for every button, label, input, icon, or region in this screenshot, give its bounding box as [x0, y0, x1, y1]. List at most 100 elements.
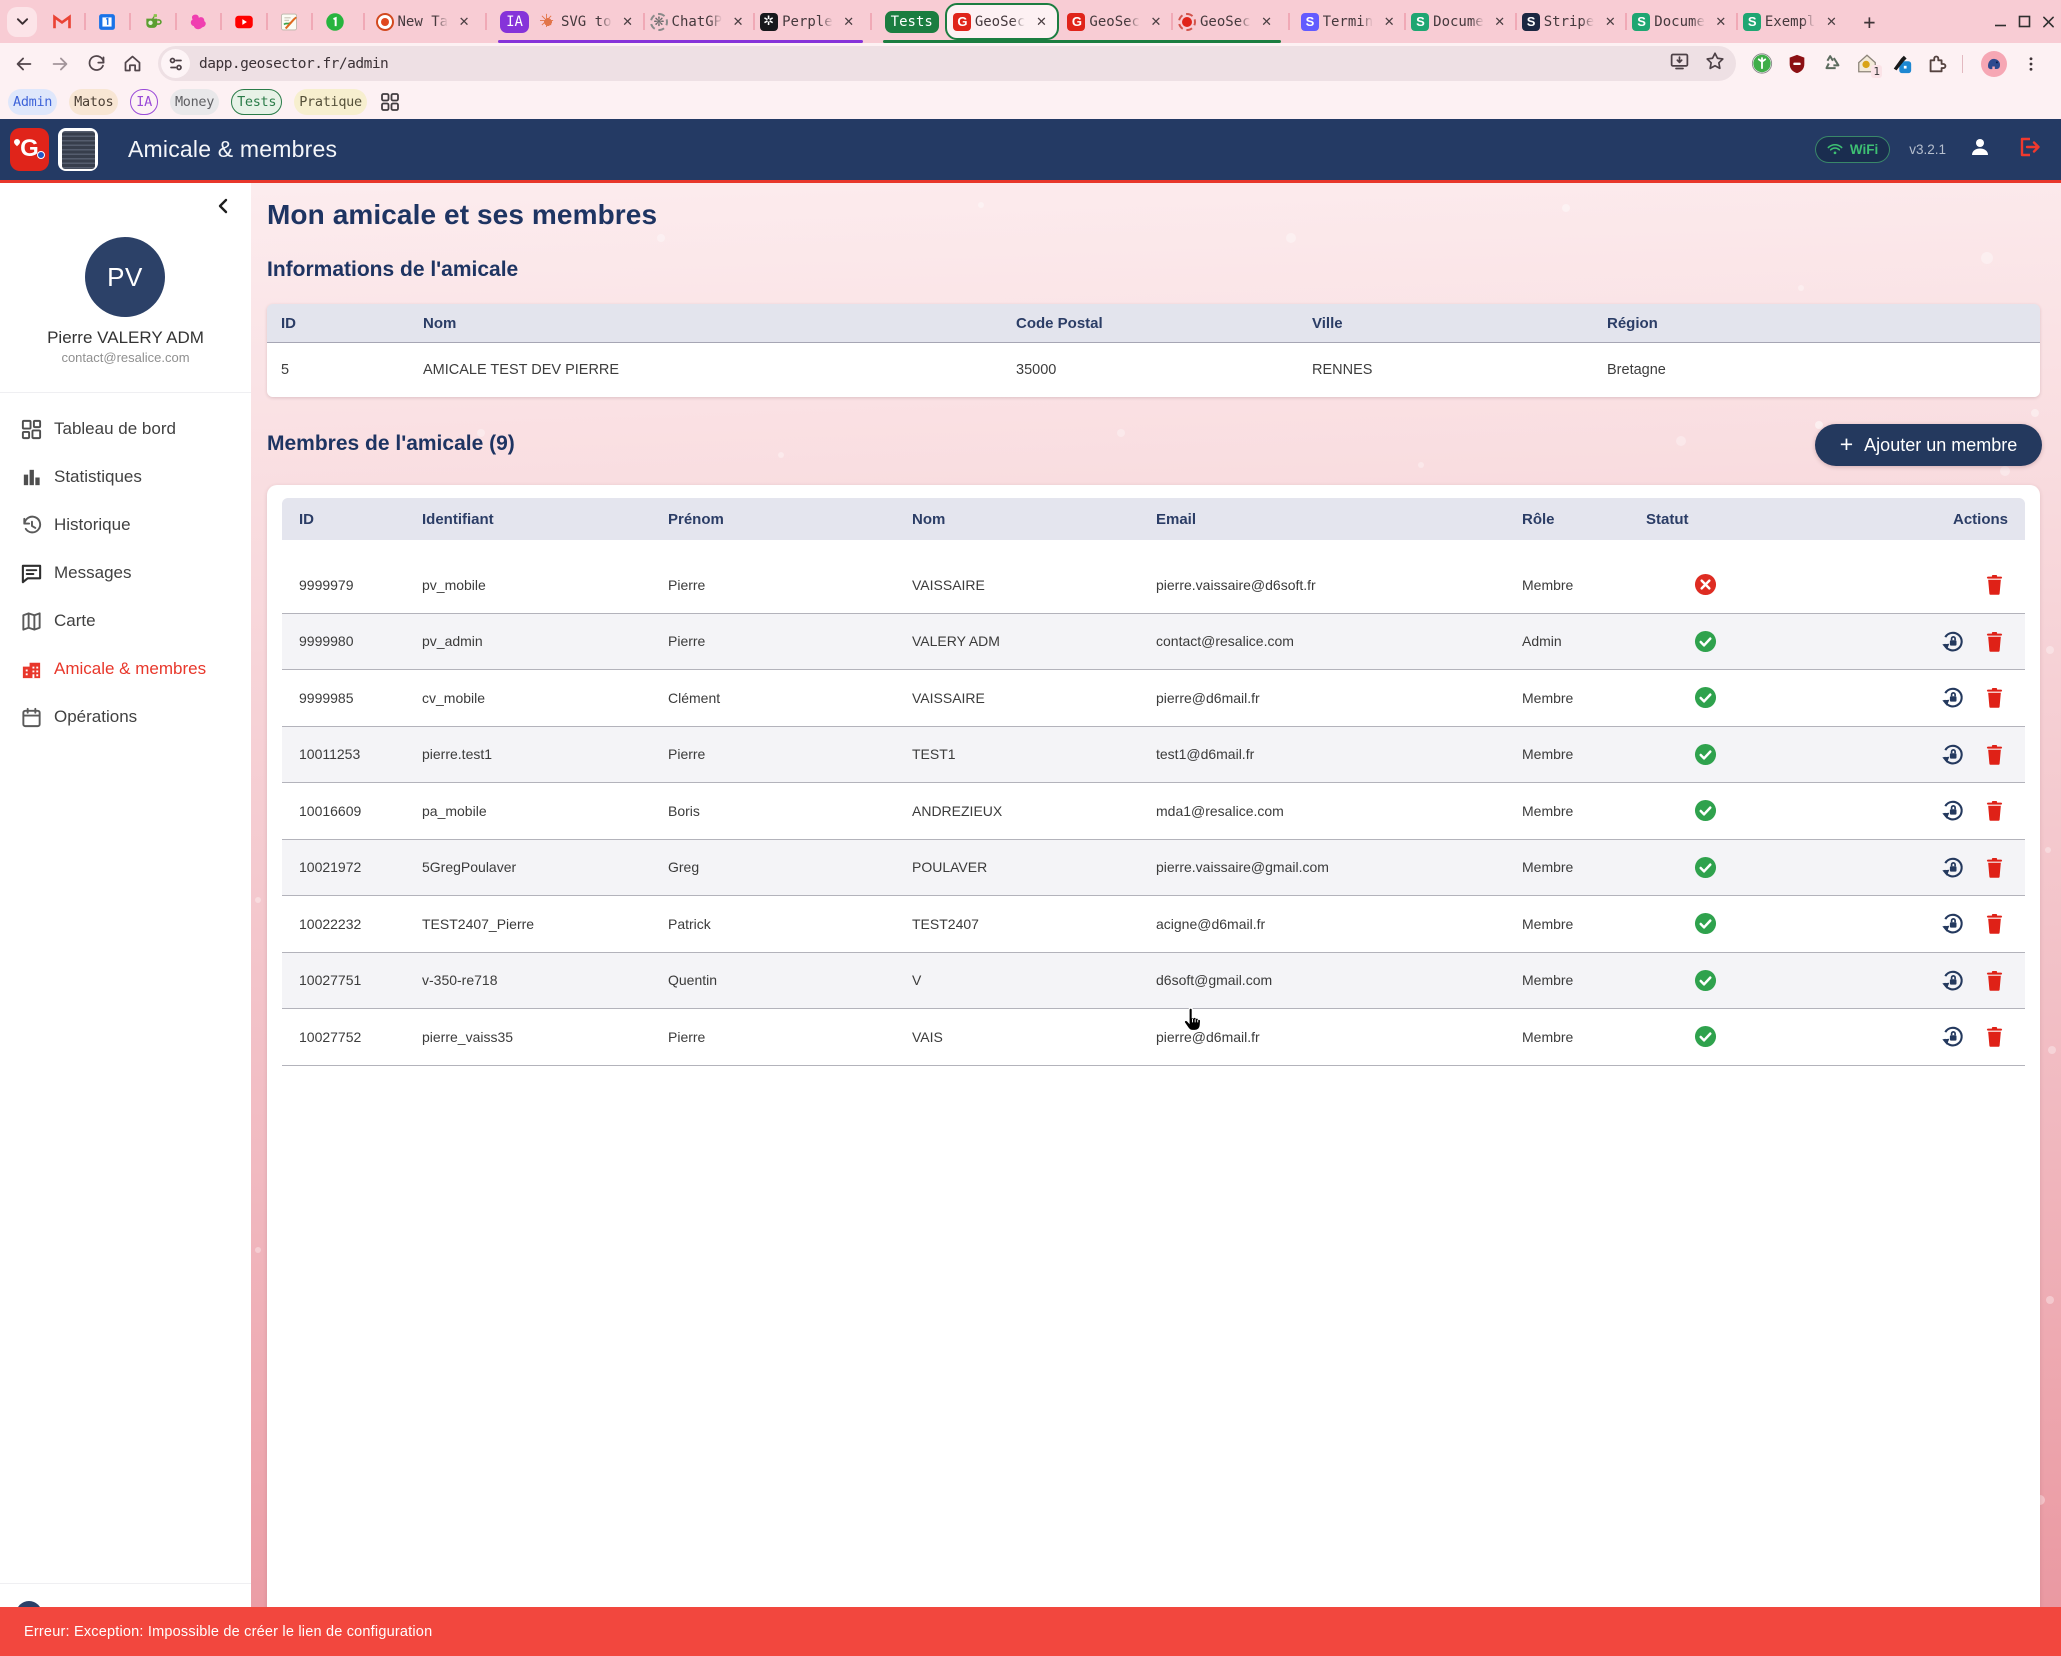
browser-tab[interactable]: GeoSec: [944, 3, 1060, 40]
delete-member-button[interactable]: [1982, 629, 2006, 653]
address-bar[interactable]: dapp.geosector.fr/admin: [158, 46, 1736, 81]
browser-tab[interactable]: SVG to: [533, 0, 644, 43]
bookmark-chip[interactable]: Tests: [231, 88, 283, 115]
install-app-icon[interactable]: [1669, 51, 1690, 77]
browser-tab[interactable]: ChatGP: [642, 0, 755, 43]
amicale-table-row[interactable]: 5 AMICALE TEST DEV PIERRE 35000 RENNES B…: [267, 343, 2040, 397]
member-row[interactable]: 10016609 pa_mobile Boris ANDREZIEUX mda1…: [282, 783, 2025, 840]
window-minimize-button[interactable]: [1994, 15, 2007, 28]
member-row[interactable]: 9999979 pv_mobile Pierre VAISSAIRE pierr…: [282, 557, 2025, 614]
extension-green-icon[interactable]: [1751, 53, 1773, 75]
reset-password-button[interactable]: [1941, 912, 1965, 936]
delete-member-button[interactable]: [1982, 968, 2006, 992]
app-thumbnail[interactable]: [58, 128, 98, 171]
delete-member-button[interactable]: [1982, 1025, 2006, 1049]
browser-tab[interactable]: Docume: [1404, 0, 1516, 43]
member-row[interactable]: 10027751 v-350-re718 Quentin V d6soft@gm…: [282, 952, 2025, 1009]
member-row[interactable]: 9999985 cv_mobile Clément VAISSAIRE pier…: [282, 670, 2025, 727]
browser-profile-avatar[interactable]: [1981, 50, 2007, 77]
reset-password-button[interactable]: [1941, 686, 1965, 710]
browser-tab[interactable]: Perple: [753, 0, 865, 43]
reload-button[interactable]: [78, 46, 114, 82]
tab-close-icon[interactable]: [1601, 13, 1619, 31]
pinned-tab[interactable]: [129, 0, 176, 43]
sidebar-item[interactable]: Carte: [0, 597, 251, 645]
member-row[interactable]: 9999980 pv_admin Pierre VALERY ADM conta…: [282, 613, 2025, 670]
tab-close-icon[interactable]: [455, 13, 473, 31]
delete-member-button[interactable]: [1982, 573, 2006, 597]
app-logo[interactable]: [10, 128, 49, 171]
new-tab-button[interactable]: +: [1863, 9, 1876, 34]
delete-member-button[interactable]: [1982, 799, 2006, 823]
browser-tab[interactable]: New Ta: [370, 0, 481, 43]
delete-member-button[interactable]: [1982, 742, 2006, 766]
tab-group-chip-ia[interactable]: IA: [500, 10, 529, 33]
tab-close-icon[interactable]: [619, 13, 637, 31]
member-row[interactable]: 10027752 pierre_vaiss35 Pierre VAIS pier…: [282, 1009, 2025, 1066]
tab-close-icon[interactable]: [1380, 13, 1398, 31]
tab-close-icon[interactable]: [1258, 13, 1276, 31]
browser-menu-button[interactable]: [2013, 46, 2049, 82]
delete-member-button[interactable]: [1982, 912, 2006, 936]
browser-tab[interactable]: Termin: [1295, 0, 1406, 43]
tab-close-icon[interactable]: [1712, 13, 1730, 31]
bookmark-chip[interactable]: Matos: [69, 88, 119, 115]
reset-password-button[interactable]: [1941, 968, 1965, 992]
home-button[interactable]: [114, 46, 150, 82]
extension-dropper-icon[interactable]: [1891, 53, 1913, 75]
sidebar-item[interactable]: Messages: [0, 549, 251, 597]
extension-shield-icon[interactable]: [1786, 53, 1808, 75]
tab-group-chip-tests[interactable]: Tests: [884, 10, 939, 33]
sidebar-item[interactable]: Historique: [0, 501, 251, 549]
tab-search-button[interactable]: [7, 6, 37, 37]
site-settings-button[interactable]: [161, 49, 190, 78]
extensions-puzzle-icon[interactable]: [1926, 53, 1948, 75]
reset-password-button[interactable]: [1941, 855, 1965, 879]
pinned-tab[interactable]: [311, 0, 358, 43]
bookmark-apps-grid-icon[interactable]: [380, 92, 399, 111]
extension-home-badge-icon[interactable]: [1856, 53, 1882, 78]
browser-tab[interactable]: GeoSec: [1170, 0, 1283, 43]
tab-close-icon[interactable]: [729, 13, 747, 31]
delete-member-button[interactable]: [1982, 686, 2006, 710]
reset-password-button[interactable]: [1941, 1025, 1965, 1049]
reset-password-button[interactable]: [1941, 742, 1965, 766]
delete-member-button[interactable]: [1982, 855, 2006, 879]
browser-tab[interactable]: GeoSec: [1061, 0, 1172, 43]
add-member-button[interactable]: Ajouter un membre: [1815, 424, 2042, 466]
sidebar-item[interactable]: Opérations: [0, 693, 251, 741]
bookmark-chip[interactable]: Admin: [8, 88, 58, 115]
browser-tab[interactable]: Docume: [1625, 0, 1737, 43]
window-close-button[interactable]: [2042, 15, 2055, 29]
back-button[interactable]: [6, 46, 42, 82]
member-row[interactable]: 10021972 5GregPoulaver Greg POULAVER pie…: [282, 839, 2025, 896]
member-row[interactable]: 10022232 TEST2407_Pierre Patrick TEST240…: [282, 896, 2025, 953]
browser-tab[interactable]: Stripe: [1514, 0, 1627, 43]
logout-button[interactable]: [2017, 135, 2041, 164]
user-account-button[interactable]: [1968, 135, 1992, 164]
sidebar-item[interactable]: Statistiques: [0, 453, 251, 501]
pinned-tab[interactable]: [265, 0, 313, 43]
reset-password-button[interactable]: [1941, 799, 1965, 823]
member-row[interactable]: 10011253 pierre.test1 Pierre TEST1 test1…: [282, 726, 2025, 783]
window-maximize-button[interactable]: [2018, 15, 2031, 28]
bookmark-chip[interactable]: IA: [130, 88, 158, 115]
bookmark-chip[interactable]: Money: [169, 88, 220, 115]
forward-button[interactable]: [42, 46, 78, 82]
tab-close-icon[interactable]: [1147, 13, 1165, 31]
sidebar-item[interactable]: Amicale & membres: [0, 645, 251, 693]
extension-recycle-icon[interactable]: [1821, 53, 1843, 75]
sidebar-item[interactable]: Tableau de bord: [0, 405, 251, 453]
url-text[interactable]: dapp.geosector.fr/admin: [199, 55, 389, 72]
pinned-tab[interactable]: [174, 0, 222, 43]
reset-password-button[interactable]: [1941, 629, 1965, 653]
error-toast[interactable]: Erreur: Exception: Impossible de créer l…: [0, 1607, 2061, 1656]
tab-close-icon[interactable]: [840, 13, 858, 31]
sidebar-collapse-button[interactable]: [213, 197, 231, 215]
bookmark-chip[interactable]: Pratique: [294, 88, 367, 115]
pinned-tab[interactable]: [220, 0, 267, 43]
tab-close-icon[interactable]: [1032, 13, 1050, 31]
pinned-tab[interactable]: [83, 0, 131, 43]
bookmark-star-icon[interactable]: [1704, 50, 1726, 77]
pinned-tab[interactable]: [39, 0, 85, 43]
